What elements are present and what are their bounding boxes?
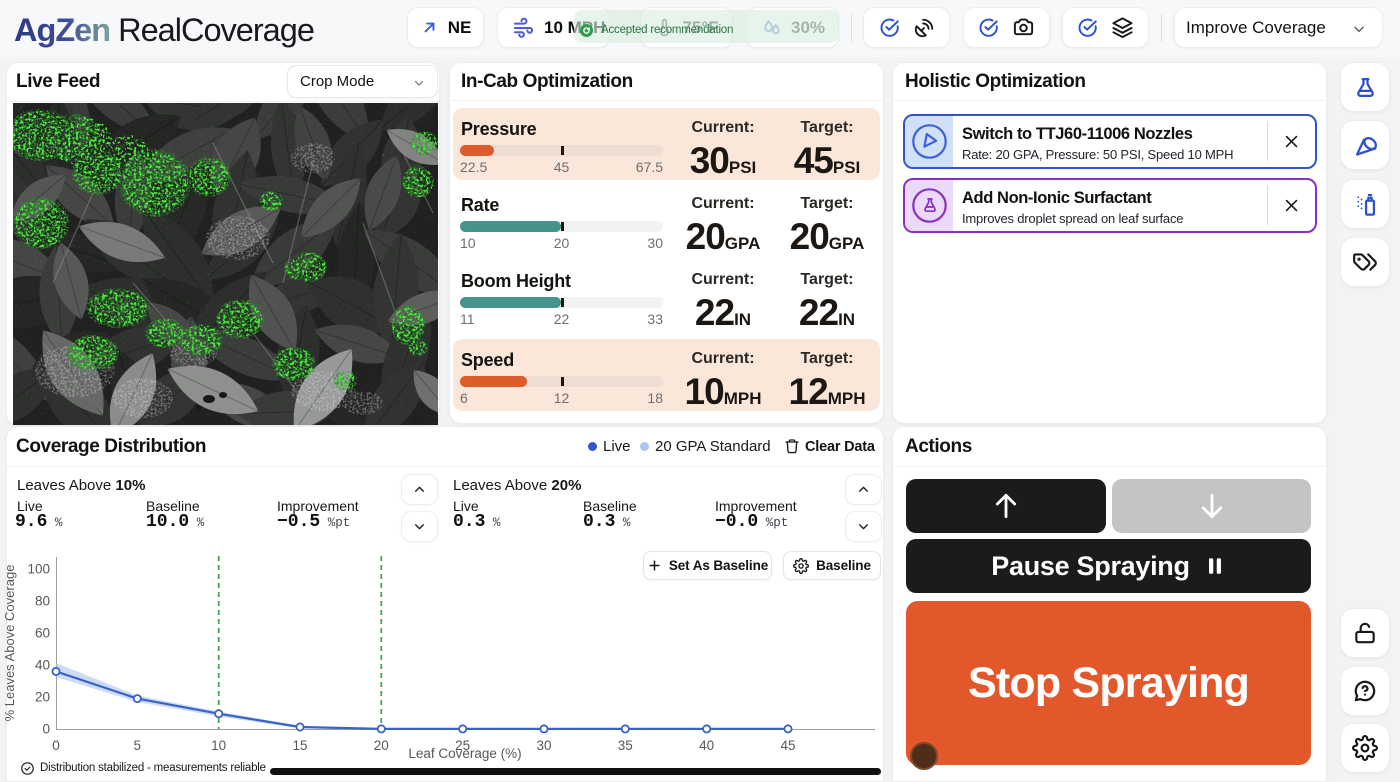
svg-text:45: 45 [780,738,795,753]
svg-text:35: 35 [618,738,633,753]
svg-text:40: 40 [35,658,50,673]
svg-text:100: 100 [27,562,50,577]
svg-text:15: 15 [292,738,307,753]
svg-text:20: 20 [35,690,50,705]
svg-text:Leaf Coverage (%): Leaf Coverage (%) [408,746,521,761]
svg-text:80: 80 [35,594,50,609]
svg-text:0: 0 [42,722,50,737]
svg-text:5: 5 [134,738,142,753]
svg-text:25: 25 [455,738,470,753]
svg-text:0: 0 [52,738,60,753]
svg-text:60: 60 [35,626,50,641]
svg-text:20: 20 [374,738,389,753]
svg-text:10: 10 [211,738,226,753]
svg-text:% Leaves Above Coverage: % Leaves Above Coverage [2,565,17,722]
svg-text:30: 30 [536,738,551,753]
svg-text:40: 40 [699,738,714,753]
